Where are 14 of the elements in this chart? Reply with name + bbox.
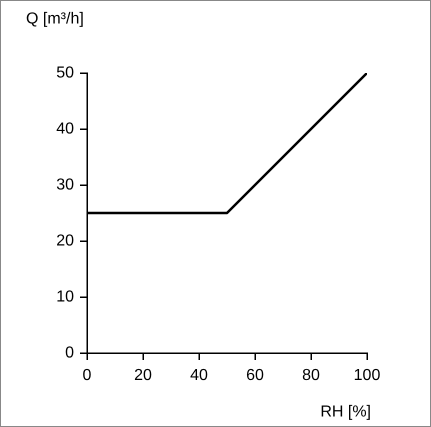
- y-tick-label: 40: [56, 120, 74, 138]
- y-tick-label: 0: [65, 344, 74, 362]
- x-tick-label: 0: [82, 367, 92, 384]
- y-tick-label: 50: [56, 64, 74, 82]
- x-tick-label: 20: [134, 367, 152, 384]
- y-axis-title: Q [m³/h]: [26, 10, 84, 28]
- x-tick-label: 40: [190, 367, 208, 384]
- x-axis-title: RH [%]: [320, 403, 371, 420]
- x-tick-label: 100: [354, 367, 380, 384]
- y-tick-label: 20: [56, 232, 74, 250]
- x-tick-label: 80: [302, 367, 320, 384]
- x-tick-label: 60: [246, 367, 264, 384]
- y-tick-label: 10: [56, 288, 74, 306]
- y-tick-label: 30: [56, 176, 74, 194]
